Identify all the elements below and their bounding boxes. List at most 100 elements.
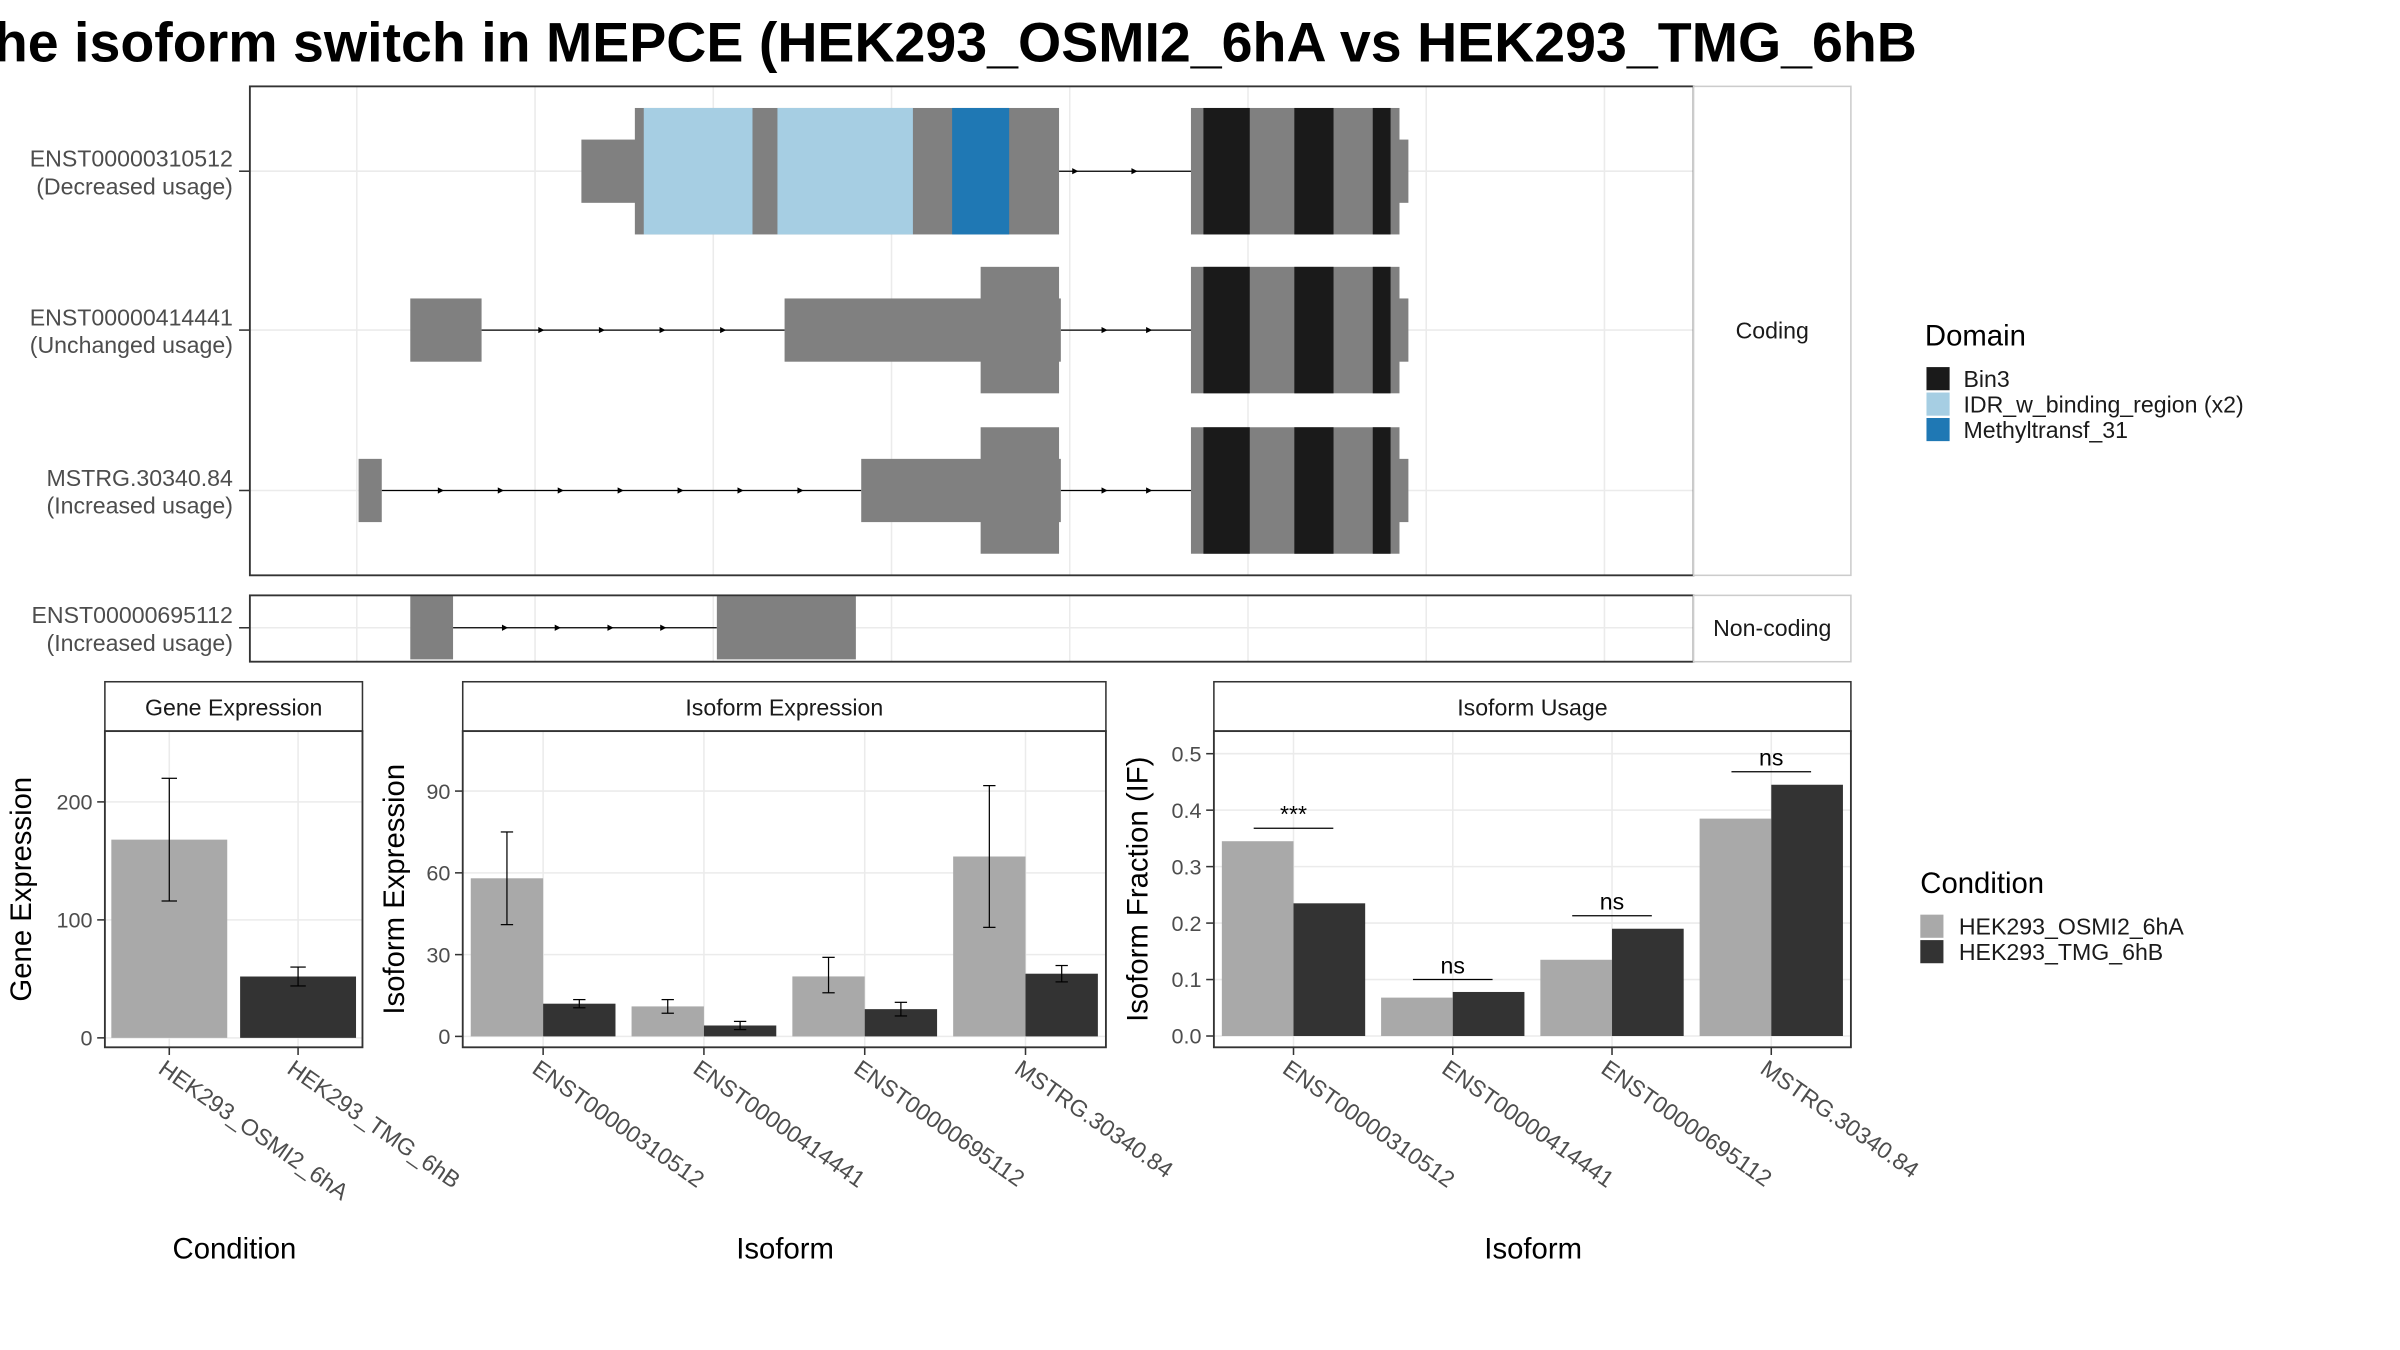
intron-arrow: [617, 487, 624, 494]
bar: [1771, 784, 1843, 1037]
transcript-id-label: ENST00000695112: [31, 602, 232, 628]
legend-label: HEK293_TMG_6hB: [1959, 939, 2163, 965]
y-tick-label: 0.4: [1172, 798, 1202, 823]
intron-arrow: [677, 487, 684, 494]
legend-label: Bin3: [1963, 366, 2009, 392]
bar: [543, 1003, 616, 1037]
bar: [1025, 973, 1098, 1037]
bar: [1612, 928, 1684, 1037]
panel-strip: [461, 680, 1107, 732]
domain-box: [643, 107, 753, 235]
intron-arrow: [1146, 487, 1153, 494]
facet-strip: [1692, 85, 1852, 577]
domain-box: [1203, 427, 1250, 554]
intron-arrow: [607, 624, 614, 631]
y-tick-label: 30: [426, 942, 450, 967]
transcript-usage-label: (Decreased usage): [36, 173, 233, 199]
panel-border: [461, 730, 1107, 1049]
domain-box: [1372, 427, 1391, 554]
intron-arrow: [1146, 326, 1153, 334]
y-tick-label: 90: [426, 779, 450, 804]
facet-strip-label: Coding: [1736, 318, 1809, 344]
domain-box: [1203, 266, 1250, 394]
y-tick-label: 0.0: [1172, 1024, 1202, 1049]
significance-label: ns: [1441, 952, 1465, 978]
domain-box: [952, 107, 1010, 235]
panel-title: Isoform Usage: [1457, 695, 1607, 721]
bar: [1221, 841, 1294, 1037]
intron-arrow: [598, 326, 606, 334]
panel-title: Isoform Expression: [685, 695, 883, 721]
legend-label: IDR_w_binding_region (x2): [1963, 392, 2243, 418]
legend-swatch: [1926, 417, 1950, 442]
figure-title: he isoform switch in MEPCE (HEK293_OSMI2…: [0, 12, 1917, 74]
y-tick-label: 100: [57, 908, 93, 933]
legend-label: HEK293_OSMI2_6hA: [1959, 914, 2185, 940]
significance-label: ns: [1759, 745, 1783, 771]
intron-arrow: [1101, 487, 1108, 494]
bar: [703, 1025, 777, 1037]
domain-box: [1372, 107, 1391, 235]
intron-arrow: [659, 326, 666, 334]
legend-swatch: [1926, 367, 1950, 391]
significance-label: ns: [1600, 889, 1624, 915]
transcript-usage-label: (Unchanged usage): [30, 332, 233, 358]
y-tick-label: 0: [438, 1024, 450, 1049]
bar: [1540, 959, 1613, 1037]
panel-border: [103, 730, 364, 1049]
panel-border: [1212, 730, 1852, 1049]
domain-box: [1294, 427, 1334, 554]
transcript-id-label: ENST00000310512: [30, 146, 233, 172]
transcript-usage-label: (Increased usage): [47, 630, 233, 656]
y-tick-label: 0: [81, 1026, 93, 1051]
intron-arrow: [1101, 326, 1108, 334]
domain-box: [1203, 107, 1250, 235]
bar: [1381, 997, 1453, 1037]
legend-swatch: [1926, 392, 1950, 416]
legend-title: Condition: [1920, 867, 2044, 900]
panel-strip: [104, 680, 364, 732]
intron-arrow: [1072, 168, 1079, 175]
intron-arrow: [501, 624, 509, 631]
x-axis-title: Isoform: [736, 1233, 834, 1266]
legend-swatch: [1920, 914, 1944, 938]
legend-label: Methyltransf_31: [1963, 417, 2128, 443]
legend-swatch: [1920, 940, 1944, 964]
bar: [1293, 903, 1366, 1037]
exon-cds: [980, 427, 1060, 554]
significance-label: ***: [1280, 801, 1307, 827]
intron-arrow: [557, 487, 564, 494]
structure-plot: ENST00000310512(Decreased usage) ENST0000…: [30, 85, 1852, 663]
y-tick-label: 60: [426, 861, 450, 886]
facet-strip: [1692, 594, 1852, 663]
intron-arrow: [1131, 168, 1138, 175]
facet-strip-label: Non-coding: [1713, 615, 1831, 641]
exon-utr: [410, 596, 454, 660]
y-axis-title: Isoform Expression: [378, 764, 411, 1015]
transcript-id-label: MSTRG.30340.84: [47, 465, 234, 491]
domain-box: [777, 107, 913, 235]
intron-arrow: [797, 487, 804, 494]
y-axis-title: Isoform Fraction (IF): [1122, 757, 1155, 1022]
y-tick-label: 0.1: [1172, 967, 1202, 992]
bar: [1452, 991, 1525, 1037]
exon-utr: [716, 596, 856, 660]
y-tick-label: 0.5: [1172, 741, 1202, 766]
intron-arrow: [437, 487, 445, 494]
exon-utr: [410, 298, 482, 362]
y-axis-title: Gene Expression: [5, 777, 38, 1002]
y-tick-label: 0.2: [1172, 911, 1202, 936]
intron-arrow: [737, 487, 744, 494]
intron-arrow: [660, 624, 667, 631]
y-tick-label: 0.3: [1172, 854, 1202, 879]
transcript-usage-label: (Increased usage): [47, 493, 233, 519]
exon-utr: [358, 458, 382, 523]
transcript-id-label: ENST00000414441: [30, 304, 233, 330]
intron-arrow: [554, 624, 561, 631]
domain-box: [1294, 107, 1334, 235]
x-axis-title: Isoform: [1484, 1233, 1582, 1266]
